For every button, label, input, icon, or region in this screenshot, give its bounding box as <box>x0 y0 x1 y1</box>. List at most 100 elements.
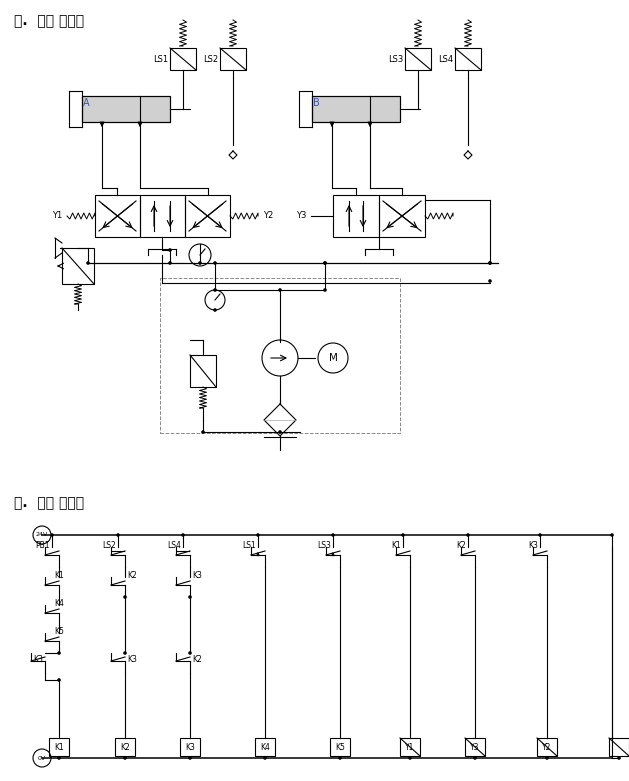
Bar <box>160 278 400 433</box>
Text: Y3: Y3 <box>470 743 480 751</box>
Circle shape <box>50 533 54 537</box>
Text: Y1: Y1 <box>405 743 415 751</box>
Text: 0V: 0V <box>38 755 46 761</box>
Bar <box>455 48 481 70</box>
Text: K1: K1 <box>54 743 64 751</box>
Circle shape <box>168 261 172 265</box>
Text: LS4: LS4 <box>438 55 453 63</box>
Circle shape <box>188 595 192 599</box>
Circle shape <box>198 261 202 265</box>
Text: 나.  전기 회로도: 나. 전기 회로도 <box>14 496 84 510</box>
Text: PB1: PB1 <box>35 540 50 550</box>
Bar <box>333 195 379 237</box>
Circle shape <box>401 533 405 537</box>
Circle shape <box>488 261 492 265</box>
Circle shape <box>168 248 172 251</box>
Circle shape <box>201 430 205 433</box>
Circle shape <box>538 533 542 537</box>
Circle shape <box>86 261 90 265</box>
Text: K2: K2 <box>127 570 136 580</box>
Bar <box>465 738 485 756</box>
Bar <box>330 738 350 756</box>
Bar <box>190 355 216 387</box>
Circle shape <box>188 651 192 654</box>
Text: K2: K2 <box>192 654 202 664</box>
Circle shape <box>488 279 492 283</box>
Circle shape <box>263 756 267 760</box>
Text: K3: K3 <box>192 570 202 580</box>
Circle shape <box>323 261 327 265</box>
Circle shape <box>123 651 127 654</box>
Text: K2: K2 <box>120 743 130 751</box>
Bar <box>185 195 230 237</box>
Text: LS1: LS1 <box>153 55 168 63</box>
Text: K5: K5 <box>335 743 345 751</box>
Bar <box>405 48 431 70</box>
Circle shape <box>488 261 492 265</box>
Bar <box>220 48 246 70</box>
Circle shape <box>33 526 51 544</box>
Text: A: A <box>83 98 89 108</box>
Circle shape <box>181 533 185 537</box>
Bar <box>49 738 69 756</box>
Circle shape <box>545 756 548 760</box>
Circle shape <box>617 756 621 760</box>
Circle shape <box>213 308 217 312</box>
Text: LS3: LS3 <box>387 55 403 63</box>
Circle shape <box>473 756 477 760</box>
Circle shape <box>278 288 282 292</box>
Circle shape <box>323 261 327 265</box>
Text: K4: K4 <box>54 598 64 608</box>
Bar <box>62 248 94 284</box>
Bar <box>95 195 140 237</box>
Text: K3: K3 <box>127 654 137 664</box>
Text: LS3: LS3 <box>317 540 331 550</box>
Circle shape <box>408 756 412 760</box>
Circle shape <box>278 430 282 433</box>
Text: K4: K4 <box>260 743 270 751</box>
Circle shape <box>610 533 614 537</box>
Text: B: B <box>313 98 320 108</box>
Text: Y3: Y3 <box>296 212 306 220</box>
Bar <box>379 195 425 237</box>
Bar <box>180 738 200 756</box>
Bar <box>82 96 170 122</box>
Bar <box>140 195 185 237</box>
Circle shape <box>323 288 327 292</box>
Circle shape <box>57 678 61 682</box>
Circle shape <box>466 533 470 537</box>
Text: LS1: LS1 <box>242 540 256 550</box>
Bar <box>609 738 629 756</box>
Text: 24V: 24V <box>36 533 48 537</box>
Text: K1: K1 <box>391 540 401 550</box>
Circle shape <box>57 651 61 654</box>
Text: K3: K3 <box>185 743 195 751</box>
Circle shape <box>213 261 217 265</box>
Circle shape <box>188 756 192 760</box>
Circle shape <box>213 288 217 292</box>
Bar <box>115 738 135 756</box>
Circle shape <box>116 533 120 537</box>
Bar <box>312 96 400 122</box>
Text: Y2: Y2 <box>263 212 273 220</box>
Text: Y2: Y2 <box>542 743 552 751</box>
Text: Y1: Y1 <box>52 212 62 220</box>
Circle shape <box>57 756 61 760</box>
Text: K3: K3 <box>528 540 538 550</box>
Text: K3: K3 <box>33 654 43 664</box>
Text: K5: K5 <box>54 626 64 636</box>
Text: LS2: LS2 <box>203 55 218 63</box>
Text: M: M <box>328 353 337 363</box>
Text: K2: K2 <box>456 540 466 550</box>
Text: K1: K1 <box>54 570 64 580</box>
Circle shape <box>331 533 335 537</box>
Bar <box>255 738 275 756</box>
Bar <box>170 48 196 70</box>
Bar <box>537 738 557 756</box>
Circle shape <box>338 756 342 760</box>
Text: LS2: LS2 <box>103 540 116 550</box>
Circle shape <box>256 533 260 537</box>
Bar <box>400 738 420 756</box>
Text: LS4: LS4 <box>167 540 181 550</box>
Bar <box>82 96 170 122</box>
